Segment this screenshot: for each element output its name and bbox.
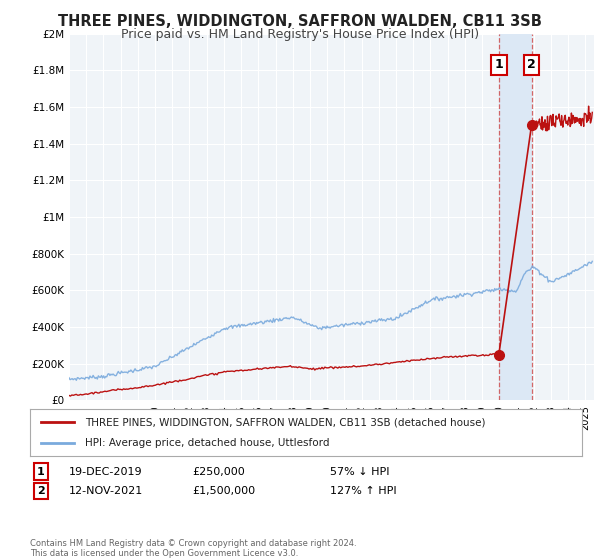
Text: £250,000: £250,000 <box>192 466 245 477</box>
Text: £1,500,000: £1,500,000 <box>192 486 255 496</box>
Text: THREE PINES, WIDDINGTON, SAFFRON WALDEN, CB11 3SB: THREE PINES, WIDDINGTON, SAFFRON WALDEN,… <box>58 14 542 29</box>
Text: 12-NOV-2021: 12-NOV-2021 <box>69 486 143 496</box>
Text: 1: 1 <box>37 466 44 477</box>
Text: Contains HM Land Registry data © Crown copyright and database right 2024.
This d: Contains HM Land Registry data © Crown c… <box>30 539 356 558</box>
Text: 1: 1 <box>494 58 503 71</box>
Text: 2: 2 <box>527 58 536 71</box>
Text: 127% ↑ HPI: 127% ↑ HPI <box>330 486 397 496</box>
Text: 57% ↓ HPI: 57% ↓ HPI <box>330 466 389 477</box>
Text: 19-DEC-2019: 19-DEC-2019 <box>69 466 143 477</box>
Text: Price paid vs. HM Land Registry's House Price Index (HPI): Price paid vs. HM Land Registry's House … <box>121 28 479 41</box>
Text: THREE PINES, WIDDINGTON, SAFFRON WALDEN, CB11 3SB (detached house): THREE PINES, WIDDINGTON, SAFFRON WALDEN,… <box>85 417 486 427</box>
Text: HPI: Average price, detached house, Uttlesford: HPI: Average price, detached house, Uttl… <box>85 438 330 448</box>
Bar <box>499 34 532 400</box>
Text: 2: 2 <box>37 486 44 496</box>
